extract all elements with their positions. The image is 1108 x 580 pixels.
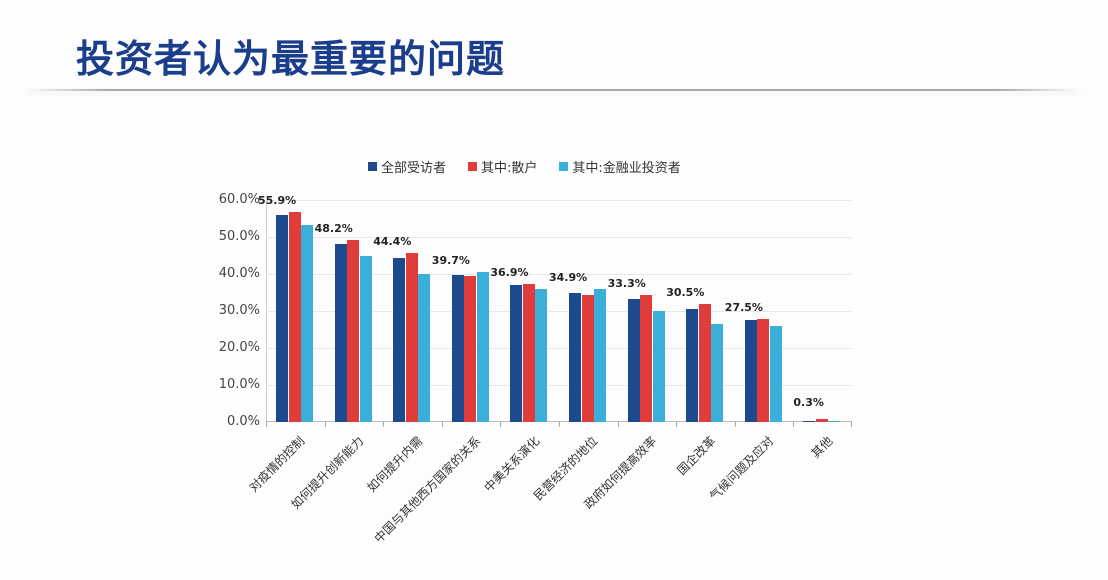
y-tick-label: 50.0% xyxy=(218,229,260,244)
legend-label-financial: 其中:金融业投资者 xyxy=(572,161,681,176)
bar xyxy=(510,285,523,422)
x-tick xyxy=(324,422,326,427)
x-tick xyxy=(793,422,795,427)
legend-label-retail: 其中:散户 xyxy=(481,161,538,176)
data-label: 36.9% xyxy=(490,265,529,279)
data-label: 55.9% xyxy=(258,194,297,208)
y-tick-label: 10.0% xyxy=(218,377,260,392)
bar xyxy=(757,318,770,422)
legend-swatch-financial xyxy=(559,162,569,171)
bar xyxy=(627,298,640,422)
bar xyxy=(464,276,477,422)
x-category-label: 中国与其他西方国家的关系 xyxy=(371,433,484,546)
bar xyxy=(418,274,431,422)
bar-chart-plot: 55.9% 48.2% 44.4% 39.7% 36.9% 34.9% 33.3% 30.5%… xyxy=(258,194,852,427)
bar xyxy=(288,212,301,422)
page-title: 投资者认为最重要的问题 xyxy=(76,37,506,81)
bar xyxy=(276,215,288,422)
bar xyxy=(594,288,606,422)
bar xyxy=(815,419,828,422)
bar xyxy=(522,283,535,422)
data-label: 39.7% xyxy=(431,254,470,268)
data-label: 48.2% xyxy=(314,221,353,235)
y-tick-label: 60.0% xyxy=(218,192,260,207)
bar xyxy=(347,239,360,422)
bar xyxy=(640,294,653,422)
y-tick-label: 30.0% xyxy=(218,303,260,318)
bar xyxy=(698,304,711,422)
legend-item-financial: 其中:金融业投资者 xyxy=(559,157,681,176)
x-category-label: 对疫情的控制 xyxy=(246,433,308,495)
bar xyxy=(581,294,594,422)
legend-item-all: 全部受访者 xyxy=(368,157,446,176)
bar xyxy=(769,325,782,422)
bar xyxy=(535,288,548,422)
data-label: 33.3% xyxy=(607,276,646,290)
x-tick xyxy=(734,422,736,427)
data-label: 30.5% xyxy=(666,286,705,300)
bar xyxy=(393,257,406,422)
data-label: 44.4% xyxy=(373,234,412,248)
x-tick xyxy=(383,422,385,427)
y-tick-label: 20.0% xyxy=(218,340,260,355)
gridline xyxy=(266,237,852,238)
bar xyxy=(451,275,464,422)
data-label: 27.5% xyxy=(724,300,763,314)
x-tick xyxy=(500,422,502,427)
bar xyxy=(686,309,699,422)
gridline xyxy=(266,348,852,349)
bar xyxy=(476,272,489,422)
gridline xyxy=(266,200,852,201)
legend-label-all: 全部受访者 xyxy=(381,161,447,176)
bar xyxy=(405,252,418,422)
legend-swatch-retail xyxy=(468,162,478,171)
y-tick-label: 0.0% xyxy=(226,414,260,429)
x-tick xyxy=(617,422,619,427)
gridline xyxy=(266,311,852,312)
data-label: 34.9% xyxy=(549,270,588,284)
bar xyxy=(828,421,841,422)
x-tick xyxy=(441,422,443,427)
x-tick xyxy=(851,422,852,427)
bar xyxy=(334,243,347,422)
legend-item-retail: 其中:散户 xyxy=(468,157,537,176)
x-tick xyxy=(266,422,267,427)
gridline xyxy=(266,385,852,386)
x-category-label: 国企改革 xyxy=(673,433,718,478)
chart-legend: 全部受访者 其中:散户 其中:金融业投资者 xyxy=(368,157,681,176)
bar xyxy=(744,320,757,422)
legend-swatch-all xyxy=(368,162,377,171)
bar xyxy=(711,323,724,422)
x-tick xyxy=(676,422,678,427)
bar xyxy=(301,224,313,422)
x-tick xyxy=(559,422,560,427)
bar xyxy=(652,311,665,422)
data-label: 0.3% xyxy=(793,396,824,409)
bar xyxy=(359,255,372,422)
x-category-label: 如何提升内需 xyxy=(364,433,425,495)
title-divider xyxy=(25,89,1080,91)
x-category-label: 中美关系演化 xyxy=(481,433,543,495)
bar xyxy=(803,420,816,422)
gridline xyxy=(266,274,852,275)
y-tick-label: 40.0% xyxy=(218,266,260,281)
bar xyxy=(569,292,581,422)
x-category-label: 其他 xyxy=(808,433,836,461)
x-axis-line xyxy=(266,421,852,422)
